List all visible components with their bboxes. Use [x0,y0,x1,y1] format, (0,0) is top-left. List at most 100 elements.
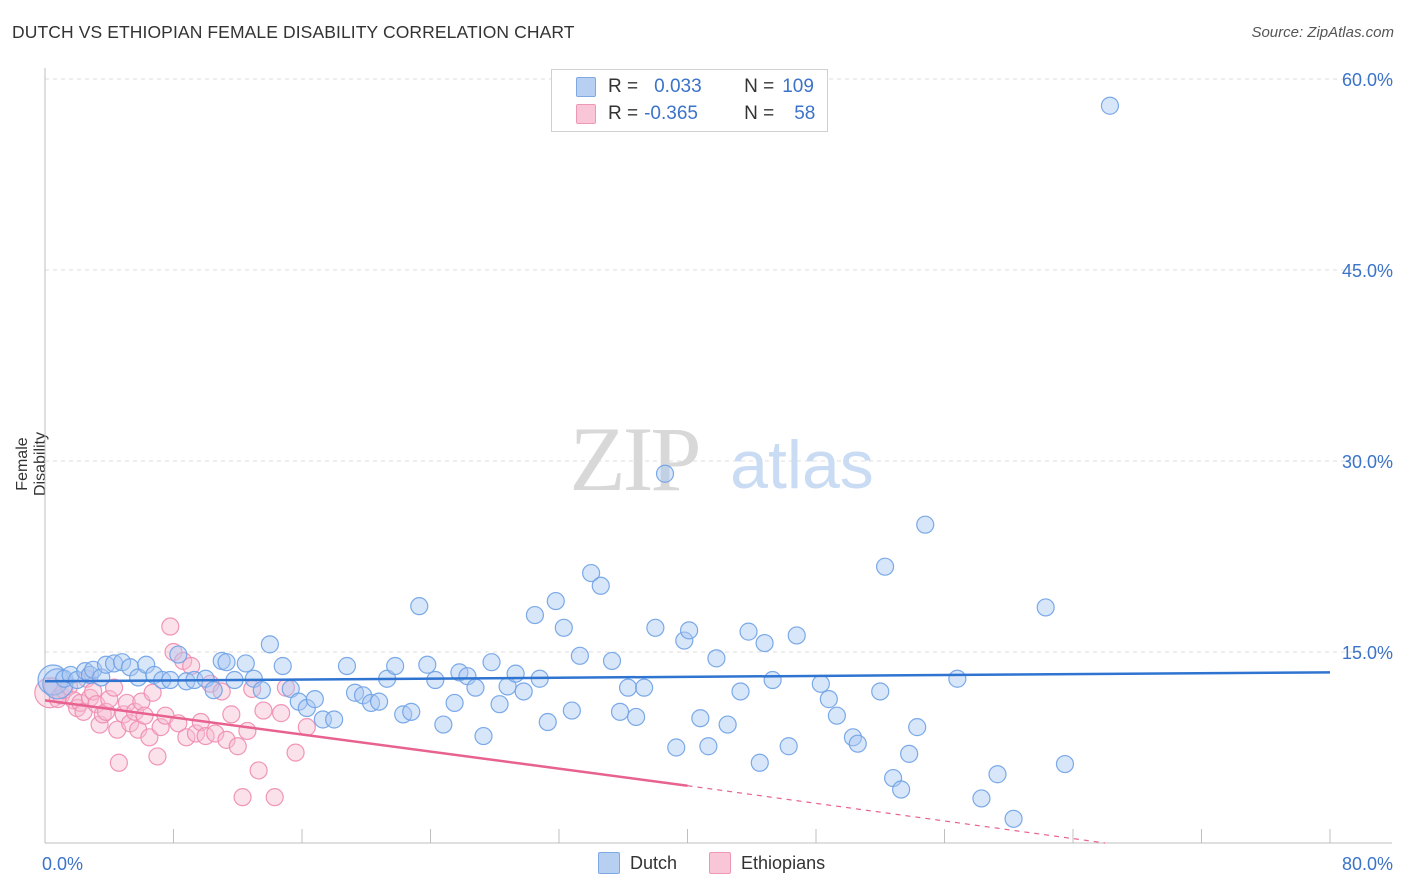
dutch-point [305,690,324,709]
dutch-n-value: 109 [782,76,814,97]
dutch-point [582,563,601,583]
correlation-legend: R = 0.033 N = 109 R = -0.365 N = 58 [551,69,828,132]
y-tick-label: 30.0% [1342,452,1393,472]
ethiopians-r-value: -0.365 [644,103,698,124]
dutch-point [260,635,279,654]
dutch-point [337,656,357,676]
dutch-point [819,690,838,709]
dutch-point [236,654,255,673]
dutch-point [667,738,686,757]
ethiopians-point [104,678,124,697]
ethiopians-trend-extension [687,785,1106,844]
dutch-point [691,709,710,728]
dutch-point [410,597,429,616]
ethiopians-point [233,788,252,807]
x-tick-label: 0.0% [42,854,83,874]
grid-lines [45,78,1392,653]
axes [44,68,1392,844]
dutch-point [763,670,782,690]
dutch-point [1055,754,1075,774]
dutch-point [1004,809,1023,828]
dutch-swatch [576,77,596,97]
y-tick-label: 60.0% [1342,70,1393,90]
ethiopians-point [135,706,154,725]
dutch-point [718,715,737,734]
dutch-point [972,789,991,808]
dutch-trend-line [44,671,1331,683]
dutch-point [80,665,100,685]
dutch-point [204,681,223,700]
x-tick-label: 80.0% [1342,854,1393,874]
trend-lines [44,671,1331,844]
ethiopians-point [265,788,284,807]
dutch-point [402,702,421,721]
dutch-point [875,557,895,576]
dutch-point [900,744,919,763]
dutch-point [646,618,665,637]
dutch-point [466,678,485,697]
dutch-point [908,718,927,737]
ethiopians-point [254,701,273,720]
dutch-point [827,706,846,725]
ethiopians-point [151,718,170,737]
dutch-point [490,695,509,714]
dutch-point [948,669,967,688]
dutch-point [916,515,935,534]
dutch-point [892,780,911,799]
ethiopians-point [140,728,159,747]
dutch-point [707,649,726,668]
ethiopians-swatch [576,104,596,124]
dutch-r-value: 0.033 [654,76,702,97]
dutch-point [169,645,188,664]
dutch-point [525,605,545,625]
ethiopians-point [143,683,162,702]
ethiopians-point [206,724,225,743]
tick-labels: 15.0% 30.0% 45.0% 60.0% 0.0% 80.0% [42,70,1393,874]
legend-ethiopians-label: Ethiopians [741,852,826,873]
watermark-zip: ZIP [570,408,699,510]
dutch-point [386,656,405,676]
dutch-point [273,656,292,676]
dutch-point [562,701,581,720]
legend-ethiopians-swatch [709,852,732,874]
dutch-point [445,693,464,713]
dutch-n-label: N = [744,76,775,97]
dutch-point [811,674,830,693]
ethiopians-point [286,743,305,762]
ethiopians-point [238,721,257,741]
legend-dutch-label: Dutch [630,852,678,873]
ethiopians-point [93,705,112,724]
dutch-point [1036,598,1055,617]
ethiopians-n-value: 58 [794,103,816,124]
ethiopians-point [228,737,247,756]
ethiopians-n-label: N = [744,103,775,124]
y-tick-label: 15.0% [1342,643,1393,663]
ethiopians-point [297,718,316,737]
ethiopians-point [272,704,291,723]
ethiopians-point [161,617,180,636]
dutch-point [217,653,236,672]
dutch-point [538,712,557,732]
ethiopians-point [148,747,167,766]
watermark-atlas: atlas [730,427,874,503]
ethiopians-point [249,761,268,780]
ethiopians-r-label: R = [608,103,639,124]
ethiopians-point [217,730,236,749]
dutch-point [370,692,389,711]
dutch-point [699,737,718,756]
chart-title: DUTCH VS ETHIOPIAN FEMALE DISABILITY COR… [12,22,575,42]
dutch-point [871,682,890,701]
dutch-point [325,710,344,729]
dutch-point [988,765,1007,784]
dutch-point [739,622,758,641]
dutch-r-label: R = [608,76,639,97]
dutch-point [474,726,493,746]
dutch-point [570,646,589,665]
y-tick-label: 45.0% [1342,261,1393,281]
dutch-point [591,576,610,595]
legend-row-dutch: R = 0.033 N = 109 [576,76,814,98]
dutch-point [618,678,638,697]
dutch-point [635,678,654,697]
dutch-point [1100,96,1120,115]
